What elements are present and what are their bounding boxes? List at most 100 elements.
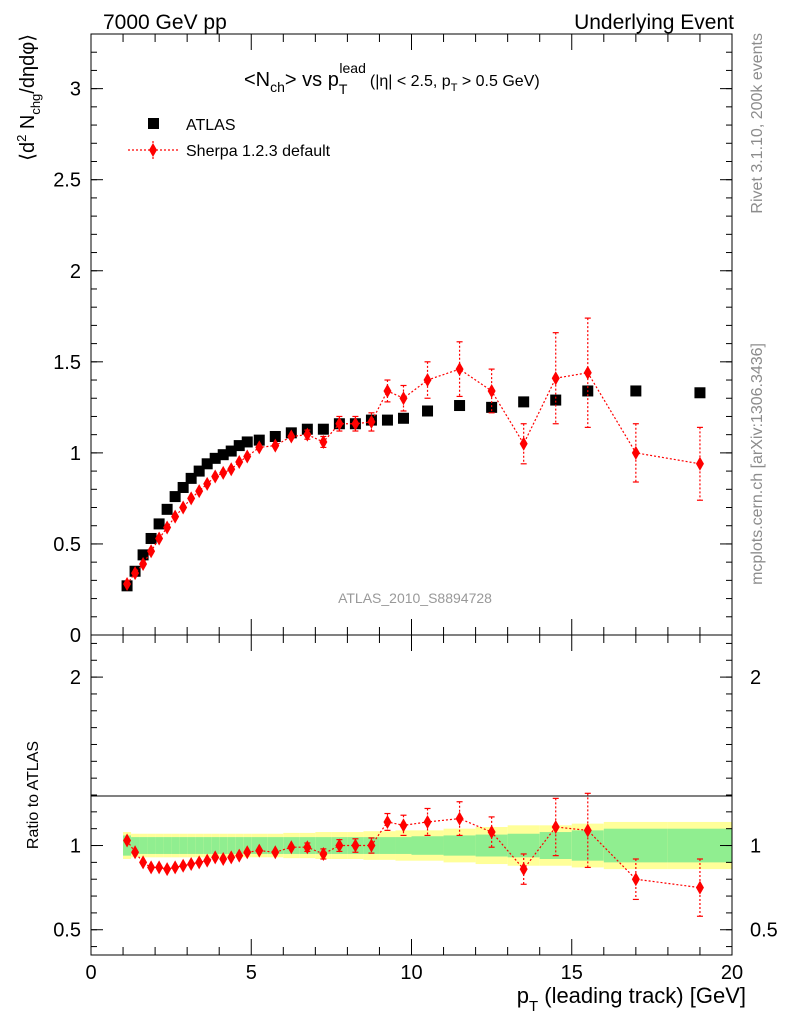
ratio-inner-band	[379, 837, 396, 854]
x-tick-label: 15	[561, 962, 583, 984]
sherpa-point	[287, 429, 296, 444]
ratio-inner-band	[147, 837, 156, 854]
atlas-data-series	[121, 385, 706, 592]
atlas-point	[161, 503, 173, 515]
atlas-point	[550, 394, 562, 406]
ratio-inner-band	[171, 837, 180, 854]
sherpa-point	[519, 436, 528, 451]
sherpa-ratio-series	[123, 792, 704, 917]
atlas-point	[630, 385, 642, 397]
sherpa-ratio-point	[287, 840, 296, 855]
sherpa-mc-series	[123, 317, 704, 592]
sherpa-ratio-point	[455, 811, 464, 826]
sherpa-ratio-point	[171, 860, 180, 875]
x-tick-label: 0	[85, 962, 96, 984]
sherpa-ratio-point	[335, 838, 344, 853]
legend-atlas-label: ATLAS	[186, 117, 236, 134]
atlas-point	[422, 405, 434, 417]
atlas-point	[694, 387, 706, 399]
sherpa-point	[695, 456, 704, 471]
sherpa-ratio-point	[203, 853, 212, 868]
sherpa-point	[211, 469, 220, 484]
ratio-inner-band	[235, 837, 244, 854]
legend-sherpa-marker	[149, 143, 157, 157]
atlas-point	[177, 481, 189, 493]
ratio-inner-band	[211, 837, 220, 854]
rivet-version-label: Rivet 3.1.10, 200k events	[749, 33, 766, 214]
sherpa-ratio-point	[351, 838, 360, 853]
sherpa-point	[367, 414, 376, 429]
sherpa-ratio-point	[399, 818, 408, 833]
atlas-point	[201, 458, 213, 470]
sherpa-ratio-point	[631, 872, 640, 887]
atlas-point	[153, 518, 165, 530]
x-axis-label: pT (leading track) [GeV]	[517, 983, 746, 1015]
sherpa-ratio-point	[423, 814, 432, 829]
sherpa-line	[126, 368, 701, 585]
sherpa-point	[179, 500, 188, 515]
atlas-point	[269, 430, 281, 442]
legend: ATLAS Sherpa 1.2.3 default	[128, 117, 331, 160]
sherpa-point	[139, 556, 148, 571]
sherpa-ratio-point	[195, 855, 204, 870]
sherpa-point	[243, 449, 252, 464]
sherpa-ratio-point	[187, 857, 196, 872]
ratio-inner-band	[187, 837, 196, 854]
main-panel: <Nch> vs pTlead(|η| < 2.5, pT > 0.5 GeV)…	[14, 33, 733, 647]
x-tick-label: 20	[721, 962, 743, 984]
sherpa-point	[227, 462, 236, 477]
sherpa-point	[155, 531, 164, 546]
atlas-point	[137, 549, 149, 561]
sherpa-point	[583, 365, 592, 380]
ratio-inner-band	[179, 837, 188, 854]
legend-sherpa-label: Sherpa 1.2.3 default	[186, 143, 331, 160]
sherpa-point	[631, 445, 640, 460]
sherpa-point	[123, 577, 132, 592]
ratio-inner-band	[395, 837, 412, 854]
main-plot-title: <Nch> vs pTlead(|η| < 2.5, pT > 0.5 GeV)	[244, 60, 540, 97]
sherpa-point	[203, 476, 212, 491]
main-axis-ticks: 0 0.5 1 1.5 2 2.5 3	[53, 33, 733, 647]
sherpa-ratio-point	[271, 845, 280, 860]
ratio-axis-ticks: 0.5 0.51 12 20 5 10 15 20	[53, 635, 778, 984]
sherpa-ratio-point	[303, 840, 312, 855]
sherpa-point	[147, 544, 156, 559]
sherpa-ratio-point	[367, 838, 376, 853]
atlas-point	[169, 491, 181, 503]
atlas-point	[397, 412, 409, 424]
atlas-point	[233, 440, 245, 452]
sherpa-ratio-point	[583, 823, 592, 838]
sherpa-ratio-point	[219, 852, 228, 866]
sherpa-ratio-line	[126, 817, 701, 889]
atlas-point	[241, 436, 253, 448]
sherpa-ratio-point	[383, 814, 392, 829]
ratio-inner-band	[443, 835, 476, 856]
sherpa-point	[335, 416, 344, 431]
atlas-point	[518, 396, 530, 408]
sherpa-point	[187, 491, 196, 506]
sherpa-point	[219, 465, 228, 480]
sherpa-point	[195, 484, 204, 499]
sherpa-ratio-point	[179, 858, 188, 873]
legend-atlas-marker	[148, 118, 159, 129]
sherpa-point	[163, 520, 172, 535]
header-beam-label: 7000 GeV pp	[103, 11, 227, 34]
atlas-point	[317, 423, 329, 435]
sherpa-ratio-point	[139, 855, 148, 870]
sherpa-ratio-point	[519, 862, 528, 877]
sherpa-ratio-point	[227, 850, 236, 865]
ratio-panel-frame	[90, 634, 733, 956]
ratio-y-tick-label-right: 0.5	[750, 920, 778, 942]
ratio-y-axis-label: Ratio to ATLAS	[25, 741, 42, 849]
atlas-point	[225, 445, 237, 457]
sherpa-ratio-point	[163, 862, 172, 877]
ratio-inner-band	[139, 837, 148, 854]
atlas-point	[253, 434, 265, 446]
atlas-point	[454, 400, 466, 412]
sherpa-ratio-point	[695, 880, 704, 895]
analysis-id-label: ATLAS_2010_S8894728	[338, 590, 492, 606]
ratio-inner-band	[411, 836, 444, 855]
ratio-y-tick-label-left: 0.5	[53, 920, 81, 942]
sherpa-point	[131, 566, 140, 581]
